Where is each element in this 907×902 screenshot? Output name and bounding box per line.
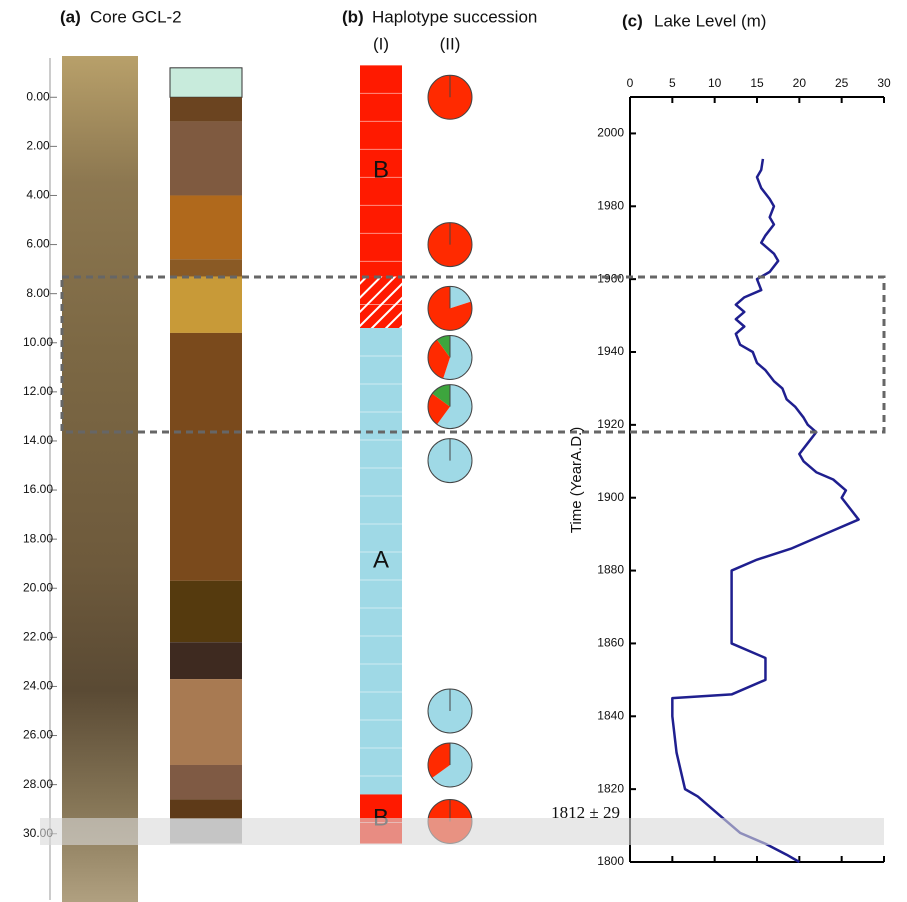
x-tick-label: 20 xyxy=(793,76,807,90)
haplotype-segment xyxy=(360,276,402,328)
y-tick-label: 18.00 xyxy=(23,531,53,545)
x-tick-label: 25 xyxy=(835,76,849,90)
panel-label: (c) xyxy=(622,11,643,30)
y-tick-label: 6.00 xyxy=(26,237,50,251)
stratum xyxy=(170,799,242,819)
figure: 0.00 2.00 4.00 6.00 8.00 10.00 12.00 14.00 16.00… xyxy=(0,0,907,902)
pie xyxy=(428,75,472,119)
segment-label: A xyxy=(373,547,389,574)
y-tick-label: 16.00 xyxy=(23,482,53,496)
y-tick-label: 1940 xyxy=(597,344,624,358)
y-tick-label: 1900 xyxy=(597,490,624,504)
pie xyxy=(428,286,472,330)
x-tick-label: 30 xyxy=(877,76,891,90)
y-tick-label: 26.00 xyxy=(23,728,53,742)
stratum xyxy=(170,97,242,122)
pie xyxy=(428,439,472,483)
x-tick-label: 10 xyxy=(708,76,722,90)
pie xyxy=(428,689,472,733)
y-tick-label: 1800 xyxy=(597,854,624,868)
stratum xyxy=(170,581,242,642)
stratum xyxy=(170,276,242,332)
line-series xyxy=(672,159,858,862)
column-header: (I) xyxy=(373,34,389,53)
age-band xyxy=(40,818,884,845)
x-tick-label: 5 xyxy=(669,76,676,90)
x-tick-label: 15 xyxy=(750,76,764,90)
y-tick-label: 10.00 xyxy=(23,335,53,349)
stratum xyxy=(170,68,242,97)
stratum xyxy=(170,195,242,259)
y-tick-label: 2000 xyxy=(597,126,624,140)
y-tick-label: 1980 xyxy=(597,198,624,212)
segment-label: B xyxy=(373,156,389,183)
panel-title: Core GCL-2 xyxy=(90,7,182,26)
chart-title: Lake Level (m) xyxy=(654,11,766,30)
y-tick-label: 1840 xyxy=(597,708,624,722)
y-tick-label: 12.00 xyxy=(23,384,53,398)
y-tick-label: 14.00 xyxy=(23,433,53,447)
y-tick-label: 1860 xyxy=(597,636,624,650)
y-tick-label: 24.00 xyxy=(23,679,53,693)
stratum xyxy=(170,122,242,196)
column-header: (II) xyxy=(440,34,461,53)
y-tick-label: 0.00 xyxy=(26,89,50,103)
stratum xyxy=(170,765,242,799)
pie xyxy=(428,223,472,267)
pie xyxy=(428,385,472,429)
y-tick-label: 1880 xyxy=(597,563,624,577)
pie xyxy=(428,743,472,787)
x-tick-label: 0 xyxy=(627,76,634,90)
y-tick-label: 28.00 xyxy=(23,777,53,791)
panel-title: Haplotype succession xyxy=(372,7,537,26)
panel-label: (a) xyxy=(60,7,81,26)
pie xyxy=(428,335,472,379)
stratum xyxy=(170,259,242,276)
stratum xyxy=(170,333,242,581)
core-photo xyxy=(62,56,138,902)
stratum xyxy=(170,642,242,679)
y-tick-label: 20.00 xyxy=(23,580,53,594)
y-tick-label: 1920 xyxy=(597,417,624,431)
annotation: 1812 ± 29 xyxy=(551,803,620,822)
y-tick-label: 8.00 xyxy=(26,286,50,300)
y-tick-label: 1820 xyxy=(597,781,624,795)
y-tick-label: 22.00 xyxy=(23,630,53,644)
y-axis-label: Time (YearA.D.) xyxy=(568,427,585,533)
panel-label: (b) xyxy=(342,7,364,26)
stratum xyxy=(170,679,242,765)
y-tick-label: 2.00 xyxy=(26,139,50,153)
y-tick-label: 4.00 xyxy=(26,188,50,202)
